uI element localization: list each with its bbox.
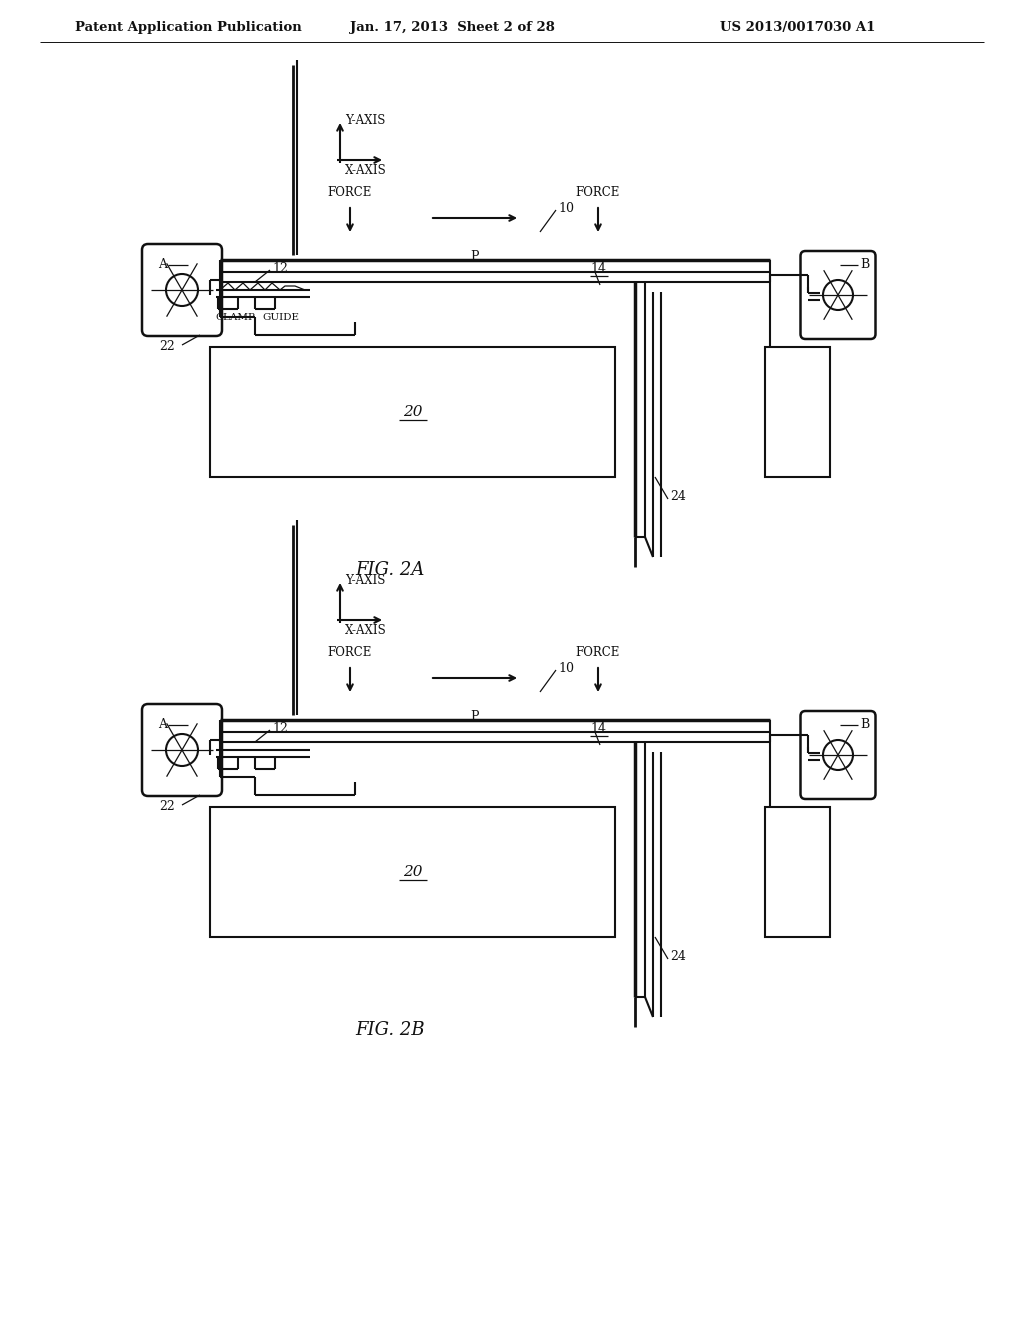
Ellipse shape xyxy=(166,734,198,766)
Text: FIG. 2B: FIG. 2B xyxy=(355,1020,425,1039)
Text: 20: 20 xyxy=(402,405,422,418)
Bar xyxy=(210,807,615,937)
Bar xyxy=(210,347,615,477)
Text: 10: 10 xyxy=(558,202,574,214)
Ellipse shape xyxy=(823,741,853,770)
Text: 22: 22 xyxy=(160,341,175,354)
Text: P: P xyxy=(471,251,479,264)
Text: FORCE: FORCE xyxy=(575,186,621,198)
Text: 24: 24 xyxy=(670,491,686,503)
Text: 24: 24 xyxy=(670,950,686,964)
Text: Patent Application Publication: Patent Application Publication xyxy=(75,21,302,33)
FancyBboxPatch shape xyxy=(142,244,222,337)
Ellipse shape xyxy=(166,275,198,306)
Text: CLAMP: CLAMP xyxy=(215,314,255,322)
Text: US 2013/0017030 A1: US 2013/0017030 A1 xyxy=(720,21,876,33)
Text: Jan. 17, 2013  Sheet 2 of 28: Jan. 17, 2013 Sheet 2 of 28 xyxy=(350,21,555,33)
Text: FORCE: FORCE xyxy=(328,186,372,198)
Text: A: A xyxy=(158,718,167,731)
Text: 12: 12 xyxy=(272,722,288,734)
Text: 14: 14 xyxy=(590,261,606,275)
Text: FIG. 2A: FIG. 2A xyxy=(355,561,425,579)
Text: B: B xyxy=(860,259,869,272)
Text: GUIDE: GUIDE xyxy=(262,314,299,322)
Text: 12: 12 xyxy=(272,261,288,275)
FancyBboxPatch shape xyxy=(801,711,876,799)
FancyBboxPatch shape xyxy=(801,251,876,339)
Text: FORCE: FORCE xyxy=(328,645,372,659)
Bar xyxy=(765,807,830,937)
Text: 14: 14 xyxy=(590,722,606,734)
Text: Y-AXIS: Y-AXIS xyxy=(345,114,385,127)
Ellipse shape xyxy=(823,280,853,310)
Text: 10: 10 xyxy=(558,661,574,675)
Text: A: A xyxy=(158,259,167,272)
Text: 20: 20 xyxy=(402,865,422,879)
Text: X-AXIS: X-AXIS xyxy=(345,623,387,636)
Text: X-AXIS: X-AXIS xyxy=(345,164,387,177)
Text: P: P xyxy=(471,710,479,723)
Text: FORCE: FORCE xyxy=(575,645,621,659)
Bar xyxy=(765,347,830,477)
Text: B: B xyxy=(860,718,869,731)
FancyBboxPatch shape xyxy=(142,704,222,796)
Text: Y-AXIS: Y-AXIS xyxy=(345,573,385,586)
Text: 22: 22 xyxy=(160,800,175,813)
